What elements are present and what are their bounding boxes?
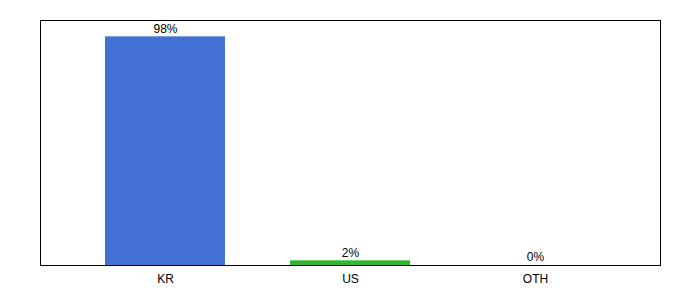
svg-text:98%: 98%: [153, 22, 177, 36]
svg-text:US: US: [342, 272, 359, 286]
svg-text:KR: KR: [157, 272, 174, 286]
svg-text:0%: 0%: [527, 250, 545, 264]
svg-text:2%: 2%: [342, 246, 360, 260]
svg-text:OTH: OTH: [523, 272, 548, 286]
